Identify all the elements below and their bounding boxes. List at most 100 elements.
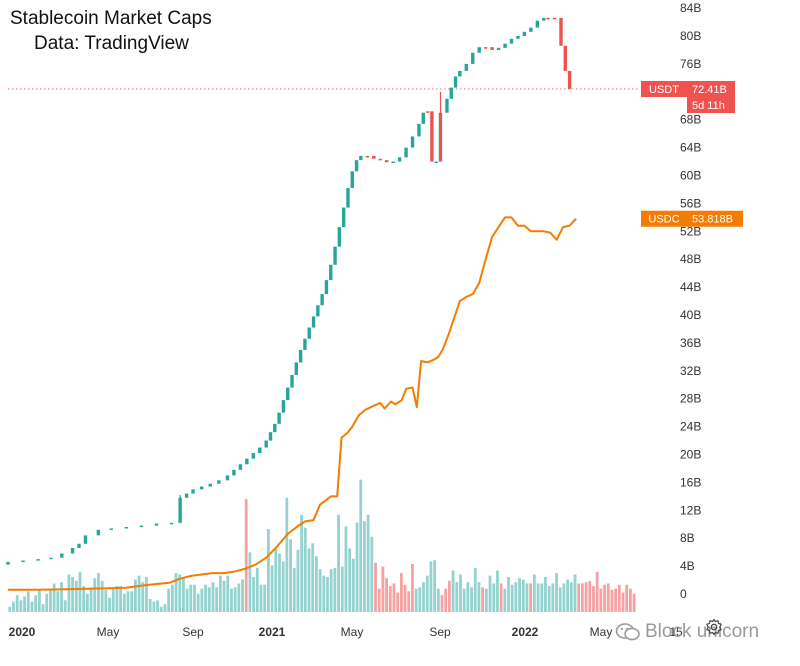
usdt-candle <box>471 52 475 64</box>
usdt-candle <box>458 70 462 77</box>
volume-bar <box>196 593 200 612</box>
usdt-candle <box>417 123 421 137</box>
y-tick-label: 28B <box>680 392 701 406</box>
x-tick-label: Sep <box>429 625 451 639</box>
usdt-name-label: USDT <box>649 84 679 96</box>
volume-bar <box>233 587 237 612</box>
usdt-candle <box>199 486 204 490</box>
usdt-candle <box>49 557 53 560</box>
volume-bar <box>518 578 521 612</box>
usdt-value-box <box>687 81 735 98</box>
volume-bar <box>492 583 496 612</box>
volume-bar <box>484 588 488 612</box>
y-tick-label: 60B <box>680 169 701 183</box>
usdt-candle <box>251 453 255 459</box>
volume-bar <box>592 586 595 612</box>
usdt-value-label: 72.41B <box>692 84 727 96</box>
volume-bar <box>145 576 148 612</box>
gear-icon[interactable] <box>705 618 723 636</box>
usdc-name-label: USDC <box>648 214 679 226</box>
volume-bar <box>45 593 49 612</box>
usdt-candle <box>542 17 546 21</box>
volume-bar <box>569 582 573 612</box>
volume-bar <box>566 579 570 612</box>
volume-bar <box>30 601 34 612</box>
volume-bar <box>577 583 581 612</box>
y-tick-label: 40B <box>680 308 701 322</box>
x-tick-label: May <box>590 625 613 639</box>
volume-bar <box>473 567 477 612</box>
usdt-candle <box>477 47 481 53</box>
usdt-candle <box>445 98 449 113</box>
volume-bar <box>170 584 174 612</box>
volume-bar <box>156 600 159 612</box>
volume-bar <box>411 563 414 612</box>
y-tick-label: 0 <box>680 587 687 601</box>
usdt-candle <box>333 246 337 265</box>
volume-bar <box>599 588 603 612</box>
volume-bar <box>82 586 86 612</box>
volume-bar <box>418 587 422 612</box>
volume-bar <box>263 584 267 612</box>
volume-bar <box>499 583 503 612</box>
volume-bar <box>104 589 108 612</box>
volume-bar <box>326 576 329 612</box>
volume-bar <box>19 600 23 612</box>
volume-bar <box>632 593 636 612</box>
usdt-candle <box>311 316 316 328</box>
usdt-candle <box>60 553 64 558</box>
volume-bar <box>174 573 178 612</box>
usdt-candle <box>281 400 286 413</box>
volume-bar <box>422 582 425 612</box>
volume-bar <box>296 549 300 612</box>
usdt-candle <box>268 432 273 441</box>
usdt-candle <box>184 493 189 498</box>
y-tick-label: 64B <box>680 141 701 155</box>
y-tick-label: 48B <box>680 252 701 266</box>
volume-bar <box>617 584 621 612</box>
x-tick-label: May <box>97 625 120 639</box>
usdt-candle <box>238 464 243 470</box>
usdt-candle <box>359 155 363 161</box>
volume-bar <box>41 604 45 612</box>
volume-bar <box>100 580 104 612</box>
usdt-candle <box>139 525 144 528</box>
volume-bar <box>148 599 152 612</box>
y-tick-label: 44B <box>680 280 701 294</box>
usdt-candle <box>529 27 533 32</box>
volume-bar <box>399 573 403 612</box>
volume-bar <box>189 584 193 612</box>
volume-bar <box>115 586 119 612</box>
volume-bar <box>141 582 145 612</box>
volume-bar <box>496 570 499 612</box>
volume-bar <box>122 593 126 612</box>
usdt-candle <box>496 47 501 50</box>
volume-bar <box>621 592 625 612</box>
y-tick-label: 76B <box>680 57 701 71</box>
x-tick-label: 2020 <box>9 625 36 639</box>
y-tick-label: 20B <box>680 448 701 462</box>
usdt-candle <box>337 227 342 247</box>
volume-bar <box>344 526 348 612</box>
usdt-candle <box>563 45 567 71</box>
volume-bar <box>207 587 211 612</box>
usdc-value-label: 53.818B <box>692 214 733 226</box>
volume-bar <box>23 596 26 612</box>
usdt-candle <box>96 529 101 536</box>
volume-bar <box>340 566 344 612</box>
volume-bar <box>440 595 444 612</box>
volume-bar <box>15 595 19 612</box>
usdt-candle <box>178 497 182 523</box>
usdt-candle <box>191 489 195 494</box>
volume-bar <box>303 527 307 612</box>
usdt-candle <box>404 147 408 158</box>
volume-bar <box>558 587 562 612</box>
volume-bar <box>366 514 370 612</box>
volume-bar <box>629 588 632 612</box>
volume-bar <box>588 580 592 612</box>
usdt-candle <box>391 161 395 164</box>
volume-bar <box>111 588 115 612</box>
volume-bar <box>562 583 566 612</box>
y-tick-label: 32B <box>680 364 701 378</box>
volume-bar <box>126 591 130 612</box>
